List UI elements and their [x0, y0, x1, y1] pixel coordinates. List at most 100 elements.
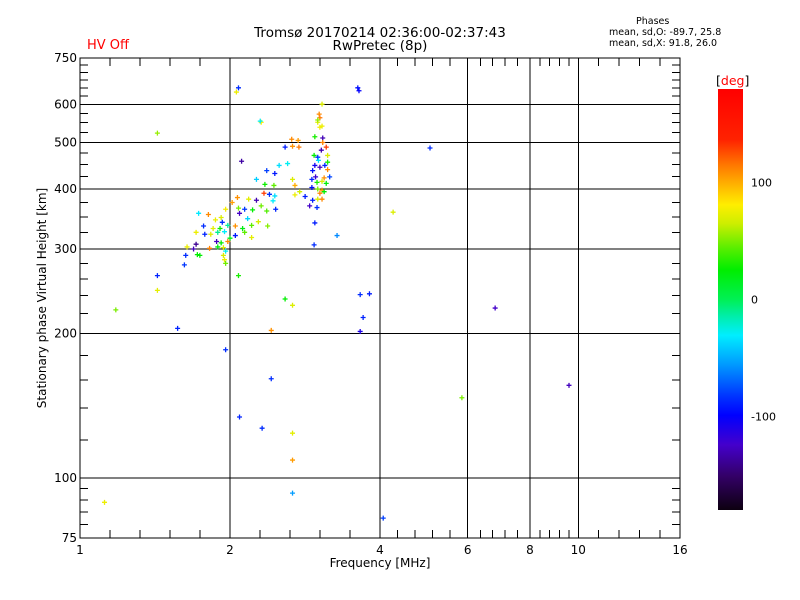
x-tick-label: 1	[76, 543, 84, 557]
data-point	[312, 220, 318, 226]
data-point	[321, 175, 327, 181]
data-point	[313, 174, 319, 180]
data-point	[315, 154, 321, 160]
data-point	[196, 210, 202, 216]
data-point	[273, 206, 279, 212]
data-point	[272, 170, 278, 176]
colorbar-unit-text: deg	[721, 73, 745, 88]
colorbar	[718, 89, 743, 510]
data-point	[258, 203, 264, 209]
data-point	[355, 85, 361, 91]
stats-line-x-mode: mean, sd,X: 91.8, 26.0	[609, 38, 717, 49]
data-point	[232, 223, 238, 229]
data-point	[220, 245, 226, 251]
data-point	[297, 189, 303, 195]
data-point	[194, 252, 200, 258]
y-tick-label: 500	[54, 136, 77, 150]
data-point	[225, 239, 231, 245]
tick-layer	[80, 58, 680, 538]
colorbar-tick-label: -100	[751, 410, 776, 423]
data-point	[202, 231, 208, 237]
data-point	[249, 235, 255, 241]
colorbar-unit-label: [deg]	[716, 73, 749, 88]
x-axis-title: Frequency [MHz]	[330, 556, 431, 570]
data-point	[237, 414, 243, 420]
data-point	[242, 206, 248, 212]
data-point	[223, 347, 229, 353]
data-point	[314, 205, 320, 211]
data-point	[322, 162, 328, 168]
data-point	[309, 184, 315, 190]
data-point	[311, 242, 317, 248]
data-point	[317, 190, 323, 196]
colorbar-tick-labels: 100 0 -100	[751, 177, 776, 424]
data-point	[253, 197, 259, 203]
data-point	[154, 273, 160, 279]
data-point	[366, 291, 372, 297]
data-point	[276, 162, 282, 168]
data-point	[292, 182, 298, 188]
data-point	[272, 193, 278, 199]
data-point	[310, 197, 316, 203]
colorbar-unit-bracket-open: [	[716, 73, 721, 88]
y-axis-title: Stationary phase Virtual Height [km]	[35, 188, 49, 408]
data-point	[181, 262, 187, 268]
data-point	[102, 499, 108, 505]
data-point	[285, 161, 291, 167]
data-point	[316, 111, 322, 117]
data-point	[229, 199, 235, 205]
data-point	[210, 226, 216, 232]
grid-layer	[80, 58, 680, 538]
data-point	[225, 222, 231, 228]
data-point	[193, 229, 199, 235]
data-point	[307, 203, 313, 209]
data-point	[197, 252, 203, 258]
data-point	[250, 207, 256, 213]
data-point	[264, 208, 270, 214]
data-point	[270, 198, 276, 204]
data-point	[459, 395, 465, 401]
data-point	[325, 159, 331, 165]
data-point	[266, 191, 272, 197]
y-tick-label: 750	[54, 51, 77, 65]
data-point	[427, 145, 433, 151]
y-tick-label: 400	[54, 182, 77, 196]
data-point	[390, 209, 396, 215]
data-point	[282, 296, 288, 302]
data-point	[113, 307, 119, 313]
colorbar-tick-label: 0	[751, 294, 758, 307]
data-point	[309, 176, 315, 182]
x-tick-label: 2	[226, 543, 234, 557]
data-point	[315, 186, 321, 192]
data-point	[357, 292, 363, 298]
x-tick-label: 8	[526, 543, 534, 557]
data-point	[255, 219, 261, 225]
data-point	[290, 176, 296, 182]
data-point	[319, 101, 325, 107]
data-point	[212, 217, 218, 223]
data-point	[492, 305, 498, 311]
data-point	[357, 328, 363, 334]
data-point	[325, 152, 331, 158]
data-point	[295, 137, 301, 143]
data-point	[312, 162, 318, 168]
data-point	[257, 118, 263, 124]
scatter-points-layer	[102, 85, 572, 521]
data-point	[223, 206, 229, 212]
y-tick-label: 75	[62, 531, 77, 545]
data-point	[245, 216, 251, 222]
data-point	[325, 167, 331, 173]
stats-line-o-mode: mean, sd,O: -89.7, 25.8	[609, 27, 721, 38]
data-point	[261, 190, 267, 196]
data-point	[320, 135, 326, 141]
data-point	[223, 260, 229, 266]
data-point	[259, 425, 265, 431]
data-point	[175, 325, 181, 331]
data-point	[290, 457, 296, 463]
data-point	[356, 88, 362, 94]
data-point	[205, 212, 211, 218]
data-point	[327, 174, 333, 180]
data-point	[319, 196, 325, 202]
